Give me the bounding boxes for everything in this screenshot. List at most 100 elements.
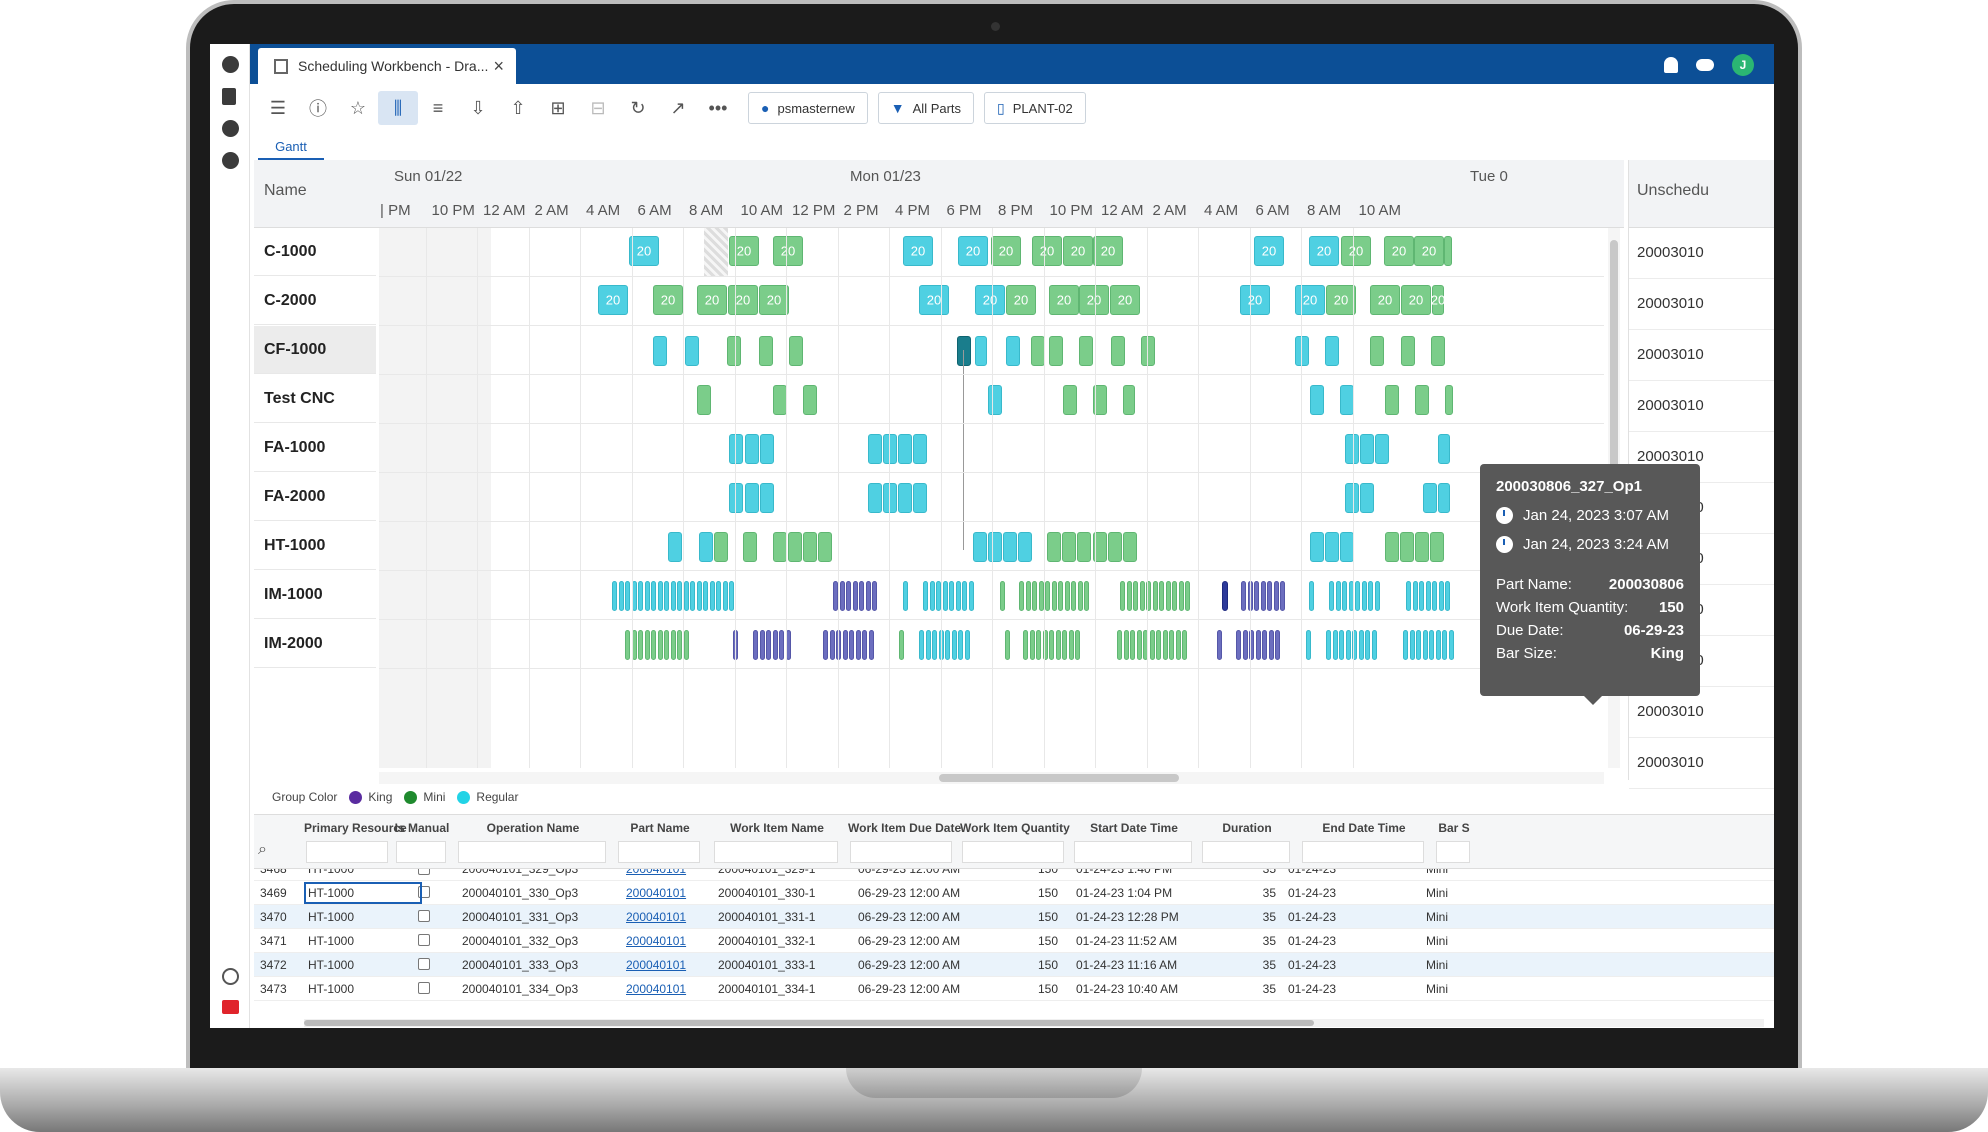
- gantt-operation-bar[interactable]: [1335, 581, 1341, 611]
- gantt-operation-bar[interactable]: [651, 630, 656, 660]
- gantt-operation-bar[interactable]: [1273, 581, 1279, 611]
- gantt-operation-bar[interactable]: [829, 630, 835, 660]
- gantt-operation-bar[interactable]: [733, 630, 738, 660]
- gantt-operation-bar[interactable]: [964, 630, 970, 660]
- gantt-operation-bar[interactable]: [1006, 336, 1020, 366]
- gantt-operation-bar[interactable]: [1222, 581, 1228, 611]
- unscheduled-item[interactable]: 20003010: [1629, 432, 1774, 483]
- gantt-operation-bar[interactable]: 20: [697, 285, 727, 315]
- column-header[interactable]: End Date Time: [1322, 821, 1406, 835]
- gantt-operation-bar[interactable]: [1071, 581, 1076, 611]
- column-header[interactable]: Is Manual: [394, 821, 450, 835]
- star-icon[interactable]: ☆: [349, 97, 367, 118]
- chip-parts-filter[interactable]: ▼ All Parts: [877, 92, 975, 124]
- gantt-operation-bar[interactable]: 20: [975, 285, 1005, 315]
- gantt-operation-bar[interactable]: [788, 532, 802, 562]
- gantt-operation-bar[interactable]: [1361, 581, 1367, 611]
- gantt-operation-bar[interactable]: [842, 630, 848, 660]
- column-filter-input[interactable]: [458, 841, 606, 863]
- bell-icon[interactable]: [1664, 57, 1678, 73]
- help-circle-icon[interactable]: ⓘ: [309, 99, 327, 119]
- gantt-operation-bar[interactable]: [1430, 532, 1444, 562]
- gantt-operation-bar[interactable]: [1368, 581, 1373, 611]
- gantt-operation-bar[interactable]: [1236, 630, 1241, 660]
- gantt-operation-bar[interactable]: [638, 581, 643, 611]
- gantt-operation-bar[interactable]: [1079, 336, 1093, 366]
- resource-row-im-1000[interactable]: IM-1000: [254, 571, 376, 619]
- gantt-operation-bar[interactable]: [651, 581, 656, 611]
- gantt-operation-bar[interactable]: [1241, 581, 1246, 611]
- gantt-operation-bar[interactable]: [677, 630, 682, 660]
- gantt-operation-bar[interactable]: [868, 434, 882, 464]
- column-filter-input[interactable]: [714, 841, 838, 863]
- gantt-operation-bar[interactable]: [1412, 581, 1418, 611]
- gantt-operation-bar[interactable]: [1342, 581, 1347, 611]
- gantt-operation-bar[interactable]: [1275, 630, 1280, 660]
- gantt-operation-bar[interactable]: [664, 630, 669, 660]
- gantt-operation-bar[interactable]: 20: [1254, 236, 1284, 266]
- gantt-operation-bar[interactable]: [932, 630, 937, 660]
- column-header[interactable]: Operation Name: [486, 821, 580, 835]
- gantt-operation-bar[interactable]: 20: [1295, 285, 1325, 315]
- gantt-operation-bar[interactable]: [852, 581, 858, 611]
- gantt-operation-bar[interactable]: [1005, 630, 1010, 660]
- gantt-operation-bar[interactable]: [868, 483, 882, 513]
- gantt-operation-bar[interactable]: 20: [1049, 285, 1079, 315]
- gantt-operation-bar[interactable]: [1152, 581, 1158, 611]
- gantt-operation-bar[interactable]: 20: [653, 285, 683, 315]
- help-icon[interactable]: [222, 968, 239, 985]
- gantt-operation-bar[interactable]: [1141, 336, 1155, 366]
- gantt-operation-bar[interactable]: 20: [1326, 285, 1356, 315]
- chat-icon[interactable]: [222, 120, 239, 137]
- add-column-icon[interactable]: ⊞: [550, 97, 566, 118]
- gantt-operation-bar[interactable]: [1029, 630, 1035, 660]
- gantt-operation-bar[interactable]: [872, 581, 877, 611]
- gantt-operation-bar[interactable]: [968, 581, 974, 611]
- gantt-operation-bar[interactable]: [789, 336, 803, 366]
- gantt-operation-bar[interactable]: [1045, 581, 1050, 611]
- is-manual-checkbox[interactable]: [418, 910, 430, 922]
- gantt-operation-bar[interactable]: [1400, 532, 1414, 562]
- gantt-operation-bar[interactable]: [1049, 336, 1063, 366]
- gantt-operation-bar[interactable]: [677, 581, 682, 611]
- resource-row-fa-2000[interactable]: FA-2000: [254, 473, 376, 521]
- gantt-operation-bar[interactable]: [1133, 581, 1138, 611]
- gantt-operation-bar[interactable]: [898, 434, 912, 464]
- gantt-operation-bar[interactable]: [1329, 581, 1334, 611]
- gantt-operation-bar[interactable]: [745, 434, 759, 464]
- gantt-operation-bar[interactable]: [1429, 630, 1434, 660]
- gantt-operation-bar[interactable]: [1445, 385, 1453, 415]
- gantt-operation-bar[interactable]: [703, 581, 708, 611]
- gantt-operation-bar[interactable]: [1077, 532, 1091, 562]
- gantt-operation-bar[interactable]: [973, 532, 987, 562]
- unscheduled-item[interactable]: 20003010: [1629, 738, 1774, 789]
- gantt-operation-bar[interactable]: [1409, 630, 1415, 660]
- gantt-operation-bar[interactable]: [1130, 630, 1135, 660]
- gantt-operation-bar[interactable]: [664, 581, 669, 611]
- gantt-operation-bar[interactable]: [883, 483, 897, 513]
- column-header[interactable]: Bar S: [1438, 821, 1470, 835]
- gantt-operation-bar[interactable]: 20: [1006, 285, 1036, 315]
- gantt-operation-bar[interactable]: [1159, 581, 1164, 611]
- gantt-operation-bar[interactable]: [1445, 581, 1450, 611]
- gantt-operation-bar[interactable]: [899, 630, 904, 660]
- gantt-operation-bar[interactable]: [1295, 336, 1309, 366]
- gantt-operation-bar[interactable]: 20: [1309, 236, 1339, 266]
- close-icon[interactable]: ×: [493, 56, 504, 76]
- gantt-operation-bar[interactable]: [1165, 581, 1171, 611]
- gantt-operation-bar[interactable]: [1360, 483, 1374, 513]
- gantt-operation-bar[interactable]: [729, 581, 734, 611]
- table-cell-part[interactable]: 200040101: [626, 910, 687, 924]
- gantt-operation-bar[interactable]: [803, 532, 817, 562]
- gantt-operation-bar[interactable]: [1268, 630, 1274, 660]
- gantt-operation-bar[interactable]: [1310, 385, 1324, 415]
- resource-row-c-1000[interactable]: C-1000: [254, 228, 376, 276]
- gantt-operation-bar[interactable]: [766, 630, 771, 660]
- gantt-operation-bar[interactable]: [727, 336, 741, 366]
- gantt-operation-bar[interactable]: [949, 581, 954, 611]
- gantt-operation-bar[interactable]: [958, 630, 963, 660]
- gantt-operation-bar[interactable]: [1062, 532, 1076, 562]
- list-view-icon[interactable]: ≡: [432, 97, 444, 118]
- gantt-operation-bar[interactable]: 20: [598, 285, 628, 315]
- gantt-operation-bar[interactable]: 20: [1370, 285, 1400, 315]
